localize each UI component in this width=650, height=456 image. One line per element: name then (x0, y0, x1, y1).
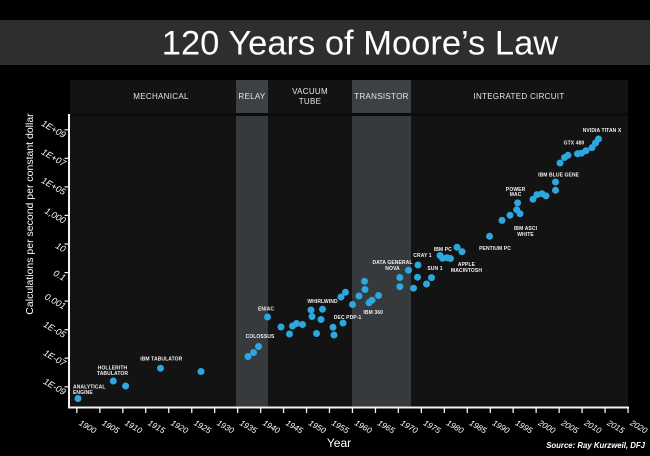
svg-text:COLOSSUS: COLOSSUS (246, 334, 275, 340)
svg-text:HOLLERITH: HOLLERITH (98, 365, 128, 371)
svg-text:IBM TABULATOR: IBM TABULATOR (140, 357, 182, 363)
svg-text:ANALYTICAL: ANALYTICAL (73, 384, 105, 390)
svg-text:IBM PC: IBM PC (434, 247, 452, 253)
svg-text:CRAY 1: CRAY 1 (413, 253, 432, 259)
svg-text:WHITE: WHITE (517, 232, 534, 238)
svg-text:SUN 1: SUN 1 (427, 266, 442, 272)
svg-text:TABULATOR: TABULATOR (97, 371, 128, 377)
svg-text:TUBE: TUBE (299, 97, 322, 106)
svg-text:ENGINE: ENGINE (73, 390, 93, 396)
svg-text:PENTIUM PC: PENTIUM PC (479, 246, 511, 252)
svg-text:WHIRLWIND: WHIRLWIND (307, 299, 338, 305)
svg-text:GTX 480: GTX 480 (564, 140, 585, 146)
svg-text:POWER: POWER (506, 187, 526, 193)
svg-text:IBM 360: IBM 360 (363, 310, 383, 316)
svg-text:IBM ASCI: IBM ASCI (514, 226, 538, 232)
svg-text:MECHANICAL: MECHANICAL (133, 92, 189, 101)
svg-text:NOVA: NOVA (385, 266, 400, 272)
svg-text:Source: Ray Kurzweil, DFJ: Source: Ray Kurzweil, DFJ (546, 441, 645, 450)
svg-text:120 Years of Moore’s Law: 120 Years of Moore’s Law (162, 25, 558, 63)
svg-text:ENIAC: ENIAC (258, 307, 274, 313)
svg-text:NVIDIA TITAN X: NVIDIA TITAN X (583, 128, 622, 134)
svg-text:APPLE: APPLE (458, 262, 476, 268)
svg-text:Year: Year (327, 436, 351, 450)
svg-text:DATA GENERAL: DATA GENERAL (373, 260, 413, 266)
svg-text:TRANSISTOR: TRANSISTOR (354, 92, 408, 101)
svg-text:DEC PDP-1: DEC PDP-1 (334, 315, 362, 321)
svg-text:MACINTOSH: MACINTOSH (451, 268, 482, 274)
svg-text:10: 10 (54, 241, 68, 255)
svg-text:INTEGRATED CIRCUIT: INTEGRATED CIRCUIT (473, 92, 564, 101)
svg-text:VACUUM: VACUUM (292, 87, 328, 96)
svg-text:IBM BLUE GENE: IBM BLUE GENE (538, 172, 580, 178)
svg-text:RELAY: RELAY (238, 92, 266, 101)
svg-text:Calculations per second per co: Calculations per second per constant dol… (24, 113, 36, 315)
svg-text:MAC: MAC (510, 192, 522, 198)
